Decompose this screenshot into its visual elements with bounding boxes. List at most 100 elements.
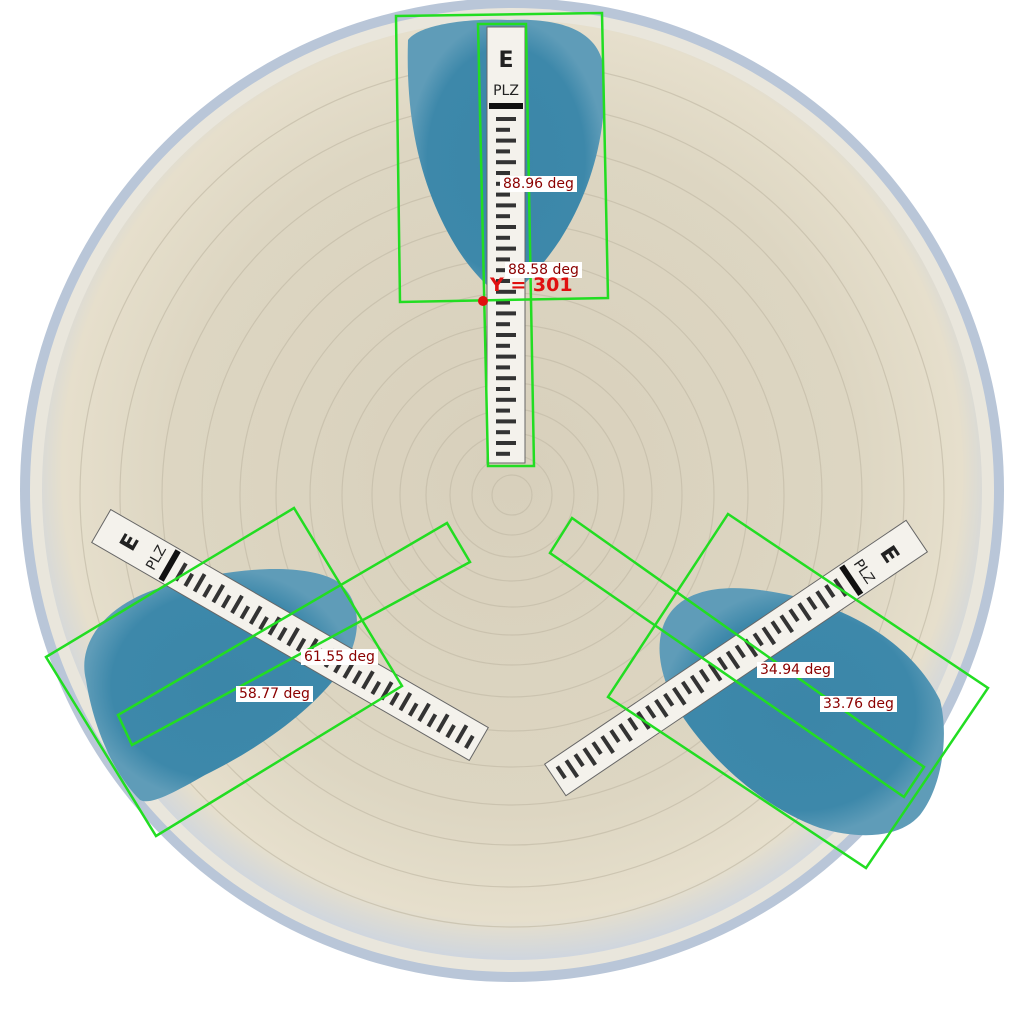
top-strip-band [489,103,523,109]
top-strip-scale-mark [496,127,510,132]
left-strip-scale-mark [436,713,450,733]
left-strip-scale-mark [248,605,263,625]
left-strip-scale-mark [258,616,269,631]
right-strip-scale-mark [752,632,764,647]
right-strip-body [543,519,929,797]
right-strip-scale-mark [663,692,675,707]
top-inner-angle-label: 88.58 deg [505,262,582,278]
top-strip-box [476,22,536,468]
right-strip-scale-mark [698,668,711,683]
top-strip: E PLZ [486,26,526,464]
top-strip-scale-mark [496,365,510,370]
right-strip-scale-mark [645,704,657,719]
top-strip-scale-mark [496,138,516,143]
right-strip-scale-mark [707,662,723,682]
right-strip-scale-mark [591,741,603,756]
top-strip-scale-mark [496,343,510,348]
right-strip-scale-mark [609,729,621,743]
right-strip-scale-mark [680,680,693,695]
top-strip-scale-mark [496,279,510,283]
right-zone-box [606,512,990,870]
top-strip-scale-mark [496,257,510,262]
left-zone-box [44,506,404,838]
top-strip-scale-mark [496,397,516,402]
right-strip-scale-mark [689,674,705,694]
left-inner-angle-label: 61.55 deg [301,649,378,665]
left-strip-scale-mark [370,680,382,696]
top-strip-scale-mark [496,419,516,424]
right-strip-scale-mark [797,602,812,622]
top-strip-scale-mark [496,354,516,359]
left-strip-scale-mark [239,605,251,620]
top-strip-scale-mark [496,311,516,316]
right-strip-scale-mark [824,584,836,599]
right-strip-band [839,564,864,597]
right-strip-scale-mark [600,735,615,754]
top-strip-scale-mark [496,376,516,381]
top-strip-scale-mark [496,451,510,456]
left-strip-band [158,549,181,582]
top-strip-scale-mark [496,441,516,445]
left-strip-scale-mark [426,713,438,728]
top-strip-scale-mark [496,430,510,435]
right-strip-scale-mark [779,614,794,634]
right-strip-scale-mark [654,698,669,718]
top-strip-code: PLZ [493,83,519,99]
left-strip-scale-mark [398,691,413,712]
left-strip-scale-mark [286,627,300,647]
top-strip-logo: E [498,48,513,73]
top-strip-scale-mark [496,149,510,154]
left-strip-box [116,521,472,747]
top-strip-scale-mark [496,408,510,413]
top-strip-scale-mark [496,160,516,165]
top-outer-angle-label: 88.96 deg [500,176,577,192]
right-outer-angle-label: 33.76 deg [820,696,897,712]
left-strip-scale-mark [361,670,375,690]
top-strip-scale-mark [496,117,516,121]
right-strip-scale-mark [734,644,746,659]
top-strip-scale-mark [496,225,516,229]
right-strip-scale-mark [716,656,728,671]
top-strip-scale-mark [496,214,510,219]
left-strip-body [91,508,489,762]
top-strip-scale-mark [496,300,510,305]
right-strip-scale-mark [564,759,580,779]
top-strip-scale-mark [496,246,516,251]
right-strip-scale-mark [672,686,687,706]
top-strip-scale-mark [496,387,510,391]
left-strip-scale-mark [379,681,394,701]
top-strip-scale-mark [496,333,516,337]
left-strip-scale-mark [407,702,419,717]
right-strip-scale-mark [815,590,830,610]
left-strip-scale-mark [351,670,363,685]
top-strip-scale-mark [496,192,510,197]
right-strip-scale-mark [555,765,567,780]
top-zone-box [394,11,610,304]
left-strip-scale-mark [230,594,244,615]
left-strip-scale-mark [211,583,226,604]
left-strip-scale-mark [192,573,207,593]
top-strip-scale-mark [496,235,510,240]
right-strip-scale-mark [627,717,639,731]
right-strip-scale-mark [761,626,777,646]
left-strip-scale-mark [464,734,475,750]
left-strip-scale-mark [389,691,400,706]
right-strip-scale-mark [618,723,633,742]
top-strip-scale-mark [496,171,510,175]
left-strip-scale-mark [445,724,456,739]
left-strip-scale-mark [295,637,307,652]
top-strip-scale-mark [496,322,510,327]
right-strip-scale-mark [582,747,598,767]
y-marker-dot [478,296,488,306]
left-strip-scale-mark [202,583,213,598]
right-strip-scale-mark [573,753,585,768]
left-strip-scale-mark [277,626,288,642]
top-strip-scale-mark [496,289,516,294]
detection-boxes [44,11,990,870]
left-strip-scale-mark [454,724,469,744]
y-readout-label: Y = 301 [490,274,573,296]
left-outer-angle-label: 58.77 deg [236,686,313,702]
top-strip-scale-mark [496,203,516,208]
